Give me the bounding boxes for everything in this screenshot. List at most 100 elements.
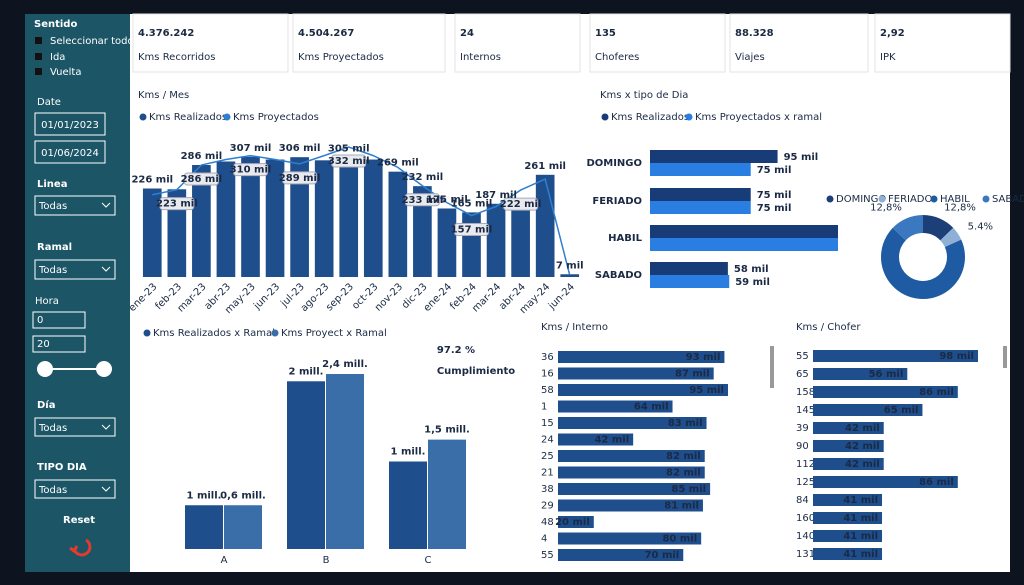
- data-label: 95 mil: [784, 152, 819, 163]
- dropdown[interactable]: [34, 259, 116, 280]
- bar: [813, 386, 958, 398]
- hora-value: 0: [37, 315, 43, 326]
- data-label: 286 mil: [181, 151, 223, 162]
- y-tick-label: 15: [541, 418, 554, 429]
- bar: [389, 461, 427, 549]
- legend-label: SABADO: [992, 194, 1024, 205]
- y-tick-label: 16: [541, 369, 554, 380]
- option[interactable]: Vuelta: [50, 67, 81, 78]
- option[interactable]: Seleccionar todo: [50, 36, 134, 47]
- dropdown-value: Todas: [38, 201, 67, 212]
- dropdown[interactable]: [34, 417, 116, 437]
- date-input[interactable]: [34, 112, 106, 136]
- bar: [650, 275, 730, 288]
- data-label: 175 mil: [426, 194, 468, 205]
- checkbox[interactable]: [35, 37, 42, 44]
- bar: [167, 189, 187, 277]
- label-box: [183, 172, 219, 186]
- scrollbar[interactable]: [1003, 346, 1007, 368]
- data-label: 7 mil: [556, 260, 584, 271]
- y-tick-label: 160: [796, 513, 815, 524]
- reset-icon[interactable]: [69, 538, 92, 557]
- filter-label: Ramal: [37, 242, 72, 253]
- bar: [535, 174, 555, 277]
- y-tick-label: 1: [541, 402, 547, 413]
- kpi-value: 2,92: [880, 28, 905, 39]
- bar: [650, 150, 778, 163]
- y-tick-label: 140: [796, 531, 815, 542]
- label-box: [233, 163, 268, 177]
- option[interactable]: Ida: [50, 52, 65, 63]
- checkbox[interactable]: [35, 53, 42, 60]
- bar: [241, 156, 260, 277]
- bar: [813, 548, 883, 560]
- legend-marker: [878, 195, 886, 203]
- date-input[interactable]: [34, 140, 106, 164]
- date-value: 01/01/2023: [41, 120, 99, 131]
- bar: [142, 188, 162, 277]
- data-label: 86 mil: [919, 477, 954, 488]
- data-label: 223 mil: [156, 199, 198, 210]
- y-tick-label: 25: [541, 451, 554, 462]
- data-label: 20 mil: [555, 517, 590, 528]
- kpi-label: IPK: [880, 52, 896, 63]
- filters: Sentido Seleccionar todo Ida Vuelta Date…: [32, 19, 134, 557]
- legend-marker: [223, 113, 231, 121]
- bar: [650, 262, 728, 275]
- bar: [813, 494, 883, 506]
- kpi-label: Internos: [460, 52, 501, 63]
- data-label: 87 mil: [675, 369, 710, 380]
- legend-marker: [982, 195, 990, 203]
- dropdown-value: Todas: [38, 423, 67, 434]
- data-label: 75 mil: [757, 203, 792, 214]
- bar: [326, 374, 364, 549]
- kpi-label: Kms Recorridos: [138, 52, 215, 63]
- data-label: 82 mil: [666, 451, 701, 462]
- kpi-value: 135: [595, 28, 616, 39]
- kpi-label: Viajes: [735, 52, 765, 63]
- scrollbar[interactable]: [770, 346, 774, 388]
- data-label: 83 mil: [668, 418, 703, 429]
- data-label: 12,8%: [870, 202, 902, 213]
- y-tick-label: 145: [796, 405, 815, 416]
- label-box: [503, 197, 539, 211]
- kpi-value: 88.328: [735, 28, 774, 39]
- data-label: 165 mil: [451, 198, 493, 209]
- pie-slice: [881, 227, 966, 299]
- y-tick-label: DOMINGO: [586, 158, 642, 169]
- data-label: 93 mil: [686, 352, 721, 363]
- pie-slice: [892, 215, 923, 241]
- y-tick-label: 29: [541, 501, 554, 512]
- data-label: 310 mil: [230, 165, 272, 176]
- bar: [558, 499, 703, 512]
- legend-label: Kms Proyectados: [233, 112, 319, 123]
- bar: [650, 201, 751, 214]
- filter-label: Hora: [35, 296, 59, 307]
- hora-input[interactable]: [32, 311, 86, 329]
- legend-label: Kms Proyect x Ramal: [281, 328, 387, 339]
- legend-marker: [601, 113, 609, 121]
- reset-button[interactable]: Reset: [63, 515, 95, 526]
- data-label: 226 mil: [131, 175, 173, 186]
- chevron: [101, 424, 111, 430]
- data-label: 80 mil: [662, 534, 697, 545]
- kpi-label: Cumplimiento: [437, 366, 515, 377]
- kpi-card: [874, 13, 1011, 73]
- data-label: 64 mil: [634, 402, 669, 413]
- bar: [650, 188, 751, 201]
- slider-handle[interactable]: [37, 361, 53, 377]
- hora-input[interactable]: [32, 335, 86, 353]
- dropdown[interactable]: [34, 479, 116, 499]
- data-label: 41 mil: [843, 549, 878, 560]
- chart-title: Kms / Chofer: [796, 322, 861, 333]
- data-label: 58 mil: [734, 264, 769, 275]
- checkbox[interactable]: [35, 68, 42, 75]
- dropdown[interactable]: [34, 195, 116, 216]
- data-label: 82 mil: [666, 468, 701, 479]
- slider-handle[interactable]: [96, 361, 112, 377]
- label-box: [159, 197, 195, 211]
- data-label: 261 mil: [524, 161, 566, 172]
- data-label: 42 mil: [845, 423, 880, 434]
- data-label: 1 mill.: [187, 490, 222, 501]
- x-tick-label: B: [323, 555, 330, 566]
